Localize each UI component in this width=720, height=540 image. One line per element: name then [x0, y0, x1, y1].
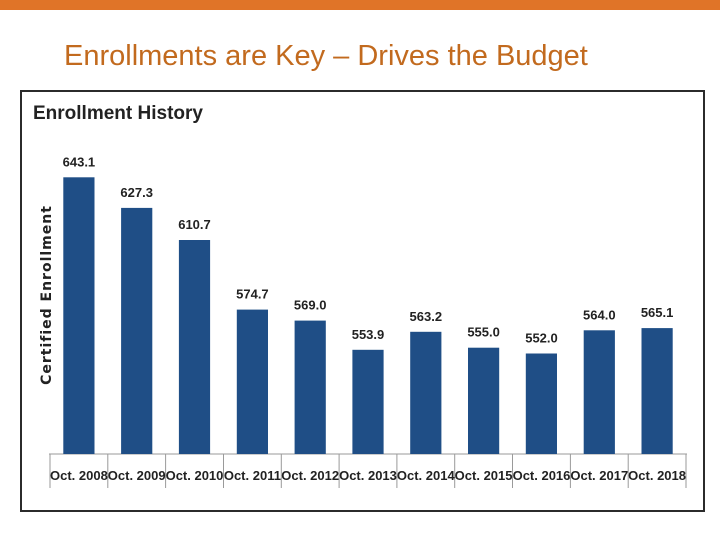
x-tick-label: Oct. 2014 — [397, 468, 456, 483]
enrollment-bar-chart: Enrollment History Certified Enrollment … — [33, 103, 687, 488]
value-label: 565.1 — [641, 305, 674, 320]
bar-oct-2017 — [583, 330, 615, 454]
x-tick-label: Oct. 2009 — [108, 468, 166, 483]
value-label: 627.3 — [120, 185, 153, 200]
bar-oct-2013 — [352, 349, 384, 454]
x-tick-label: Oct. 2011 — [224, 468, 281, 483]
bar-oct-2011 — [236, 309, 268, 454]
chart-frame: Enrollment History Certified Enrollment … — [20, 90, 705, 512]
x-tick-label: Oct. 2013 — [339, 468, 397, 483]
value-label: 563.2 — [410, 309, 443, 324]
x-tick-label: Oct. 2018 — [628, 468, 686, 483]
bar-oct-2018 — [641, 328, 673, 454]
bar-oct-2014 — [410, 331, 442, 454]
x-tick-label: Oct. 2017 — [570, 468, 628, 483]
y-axis-label: Certified Enrollment — [39, 205, 55, 385]
top-accent-bar — [0, 0, 720, 10]
bar-oct-2010 — [178, 240, 211, 454]
x-tick-label: Oct. 2015 — [455, 468, 513, 483]
value-label: 553.9 — [352, 327, 385, 342]
value-label: 552.0 — [525, 331, 558, 346]
slide-title: Enrollments are Key – Drives the Budget — [64, 40, 588, 72]
bar-oct-2016 — [525, 353, 557, 454]
chart-title: Enrollment History — [33, 103, 203, 124]
value-label: 574.7 — [236, 287, 269, 302]
x-tick-label: Oct. 2008 — [50, 468, 108, 483]
x-tick-label: Oct. 2010 — [166, 468, 224, 483]
value-label: 643.1 — [63, 154, 96, 169]
bar-oct-2015 — [468, 347, 500, 454]
value-label: 569.0 — [294, 298, 327, 313]
x-tick-label: Oct. 2016 — [513, 468, 571, 483]
x-tick-label: Oct. 2012 — [281, 468, 339, 483]
value-label: 564.0 — [583, 307, 616, 322]
bar-oct-2009 — [121, 207, 153, 454]
bar-oct-2008 — [63, 177, 95, 455]
value-label: 610.7 — [178, 217, 211, 232]
bar-oct-2012 — [294, 320, 326, 454]
value-label: 555.0 — [467, 325, 500, 340]
